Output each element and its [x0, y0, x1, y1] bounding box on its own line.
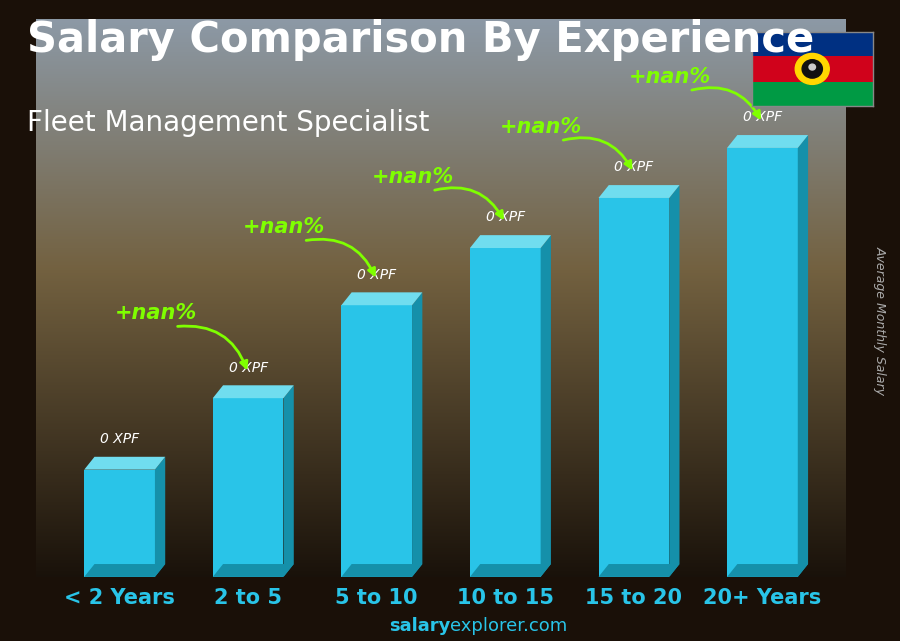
Text: Average Monthly Salary: Average Monthly Salary [874, 246, 886, 395]
Text: explorer.com: explorer.com [450, 617, 567, 635]
Text: +nan%: +nan% [629, 67, 711, 87]
Text: 0 XPF: 0 XPF [229, 361, 267, 374]
Circle shape [809, 64, 815, 70]
Polygon shape [727, 148, 797, 577]
Polygon shape [598, 185, 680, 198]
Polygon shape [212, 564, 293, 577]
Text: salary: salary [389, 617, 450, 635]
Polygon shape [727, 135, 808, 148]
Polygon shape [797, 135, 808, 577]
Polygon shape [212, 385, 293, 398]
Polygon shape [155, 457, 166, 577]
Polygon shape [85, 564, 166, 577]
Polygon shape [752, 82, 873, 106]
Polygon shape [341, 292, 422, 305]
Text: +nan%: +nan% [372, 167, 454, 187]
Polygon shape [85, 470, 155, 577]
Text: +nan%: +nan% [500, 117, 582, 137]
Text: +nan%: +nan% [114, 303, 197, 323]
Polygon shape [727, 564, 808, 577]
Text: 0 XPF: 0 XPF [100, 432, 140, 446]
Polygon shape [541, 235, 551, 577]
Polygon shape [341, 564, 422, 577]
Polygon shape [470, 235, 551, 248]
Text: Fleet Management Specialist: Fleet Management Specialist [27, 109, 429, 137]
Polygon shape [752, 32, 873, 56]
Polygon shape [670, 185, 680, 577]
Polygon shape [212, 398, 284, 577]
Text: 0 XPF: 0 XPF [615, 160, 653, 174]
Circle shape [802, 60, 823, 78]
Polygon shape [598, 198, 670, 577]
Polygon shape [470, 564, 551, 577]
Text: 0 XPF: 0 XPF [742, 110, 782, 124]
Polygon shape [470, 248, 541, 577]
Text: 0 XPF: 0 XPF [486, 210, 525, 224]
Text: +nan%: +nan% [243, 217, 325, 237]
Polygon shape [341, 305, 412, 577]
Polygon shape [412, 292, 422, 577]
Text: Salary Comparison By Experience: Salary Comparison By Experience [27, 19, 814, 62]
Polygon shape [598, 564, 680, 577]
Polygon shape [85, 457, 166, 470]
Polygon shape [284, 385, 293, 577]
Circle shape [796, 53, 829, 85]
Text: 0 XPF: 0 XPF [357, 268, 396, 281]
Polygon shape [752, 56, 873, 82]
